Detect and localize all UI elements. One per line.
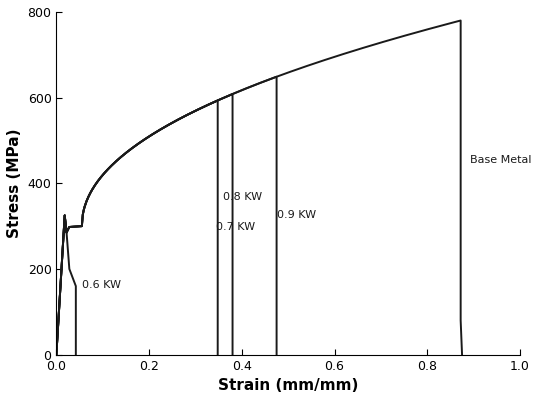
Y-axis label: Stress (MPa): Stress (MPa) bbox=[7, 128, 22, 238]
Text: 0.9 KW: 0.9 KW bbox=[276, 210, 315, 220]
Text: 0.6 KW: 0.6 KW bbox=[82, 280, 121, 290]
Text: 0.7 KW: 0.7 KW bbox=[216, 222, 255, 232]
Text: Base Metal: Base Metal bbox=[470, 155, 532, 165]
Text: 0.8 KW: 0.8 KW bbox=[223, 192, 262, 202]
X-axis label: Strain (mm/mm): Strain (mm/mm) bbox=[218, 378, 358, 393]
